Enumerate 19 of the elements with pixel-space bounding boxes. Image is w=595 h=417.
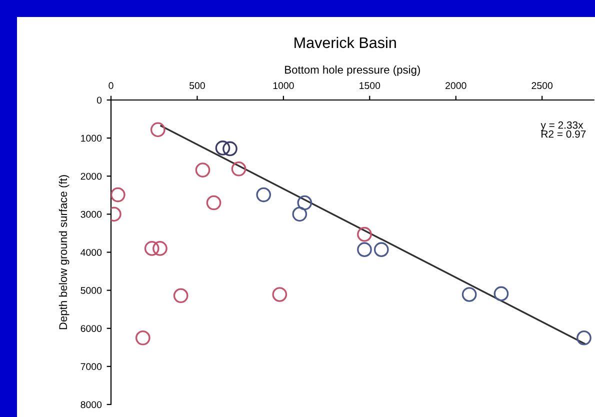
y-tick-label: 8000 — [80, 401, 102, 408]
chart-title: Maverick Basin — [294, 36, 396, 48]
y-axis-title: Depth below ground surface (ft) — [58, 175, 70, 330]
y-tick-label: 7000 — [80, 363, 102, 370]
x-tick-label: 2500 — [532, 82, 553, 90]
y-tick-label: 6000 — [80, 325, 102, 332]
y-tick-label: 2000 — [80, 172, 102, 180]
x-axis-title: Bottom hole pressure (psig) — [285, 66, 420, 76]
x-tick-label: 2000 — [446, 82, 466, 90]
y-tick-label: 3000 — [80, 210, 102, 218]
y-tick-label: 0 — [96, 96, 102, 104]
y-tick-label: 4000 — [80, 248, 102, 256]
x-tick-label: 1500 — [360, 82, 380, 90]
x-tick-label: 500 — [189, 82, 205, 90]
x-tick-label: 0 — [108, 82, 114, 90]
x-tick-label: 1000 — [273, 82, 294, 90]
y-tick-label: 5000 — [80, 287, 102, 294]
y-tick-label: 1000 — [81, 134, 102, 142]
annotation: y = 2.33x R2 = 0.97 — [540, 121, 586, 138]
